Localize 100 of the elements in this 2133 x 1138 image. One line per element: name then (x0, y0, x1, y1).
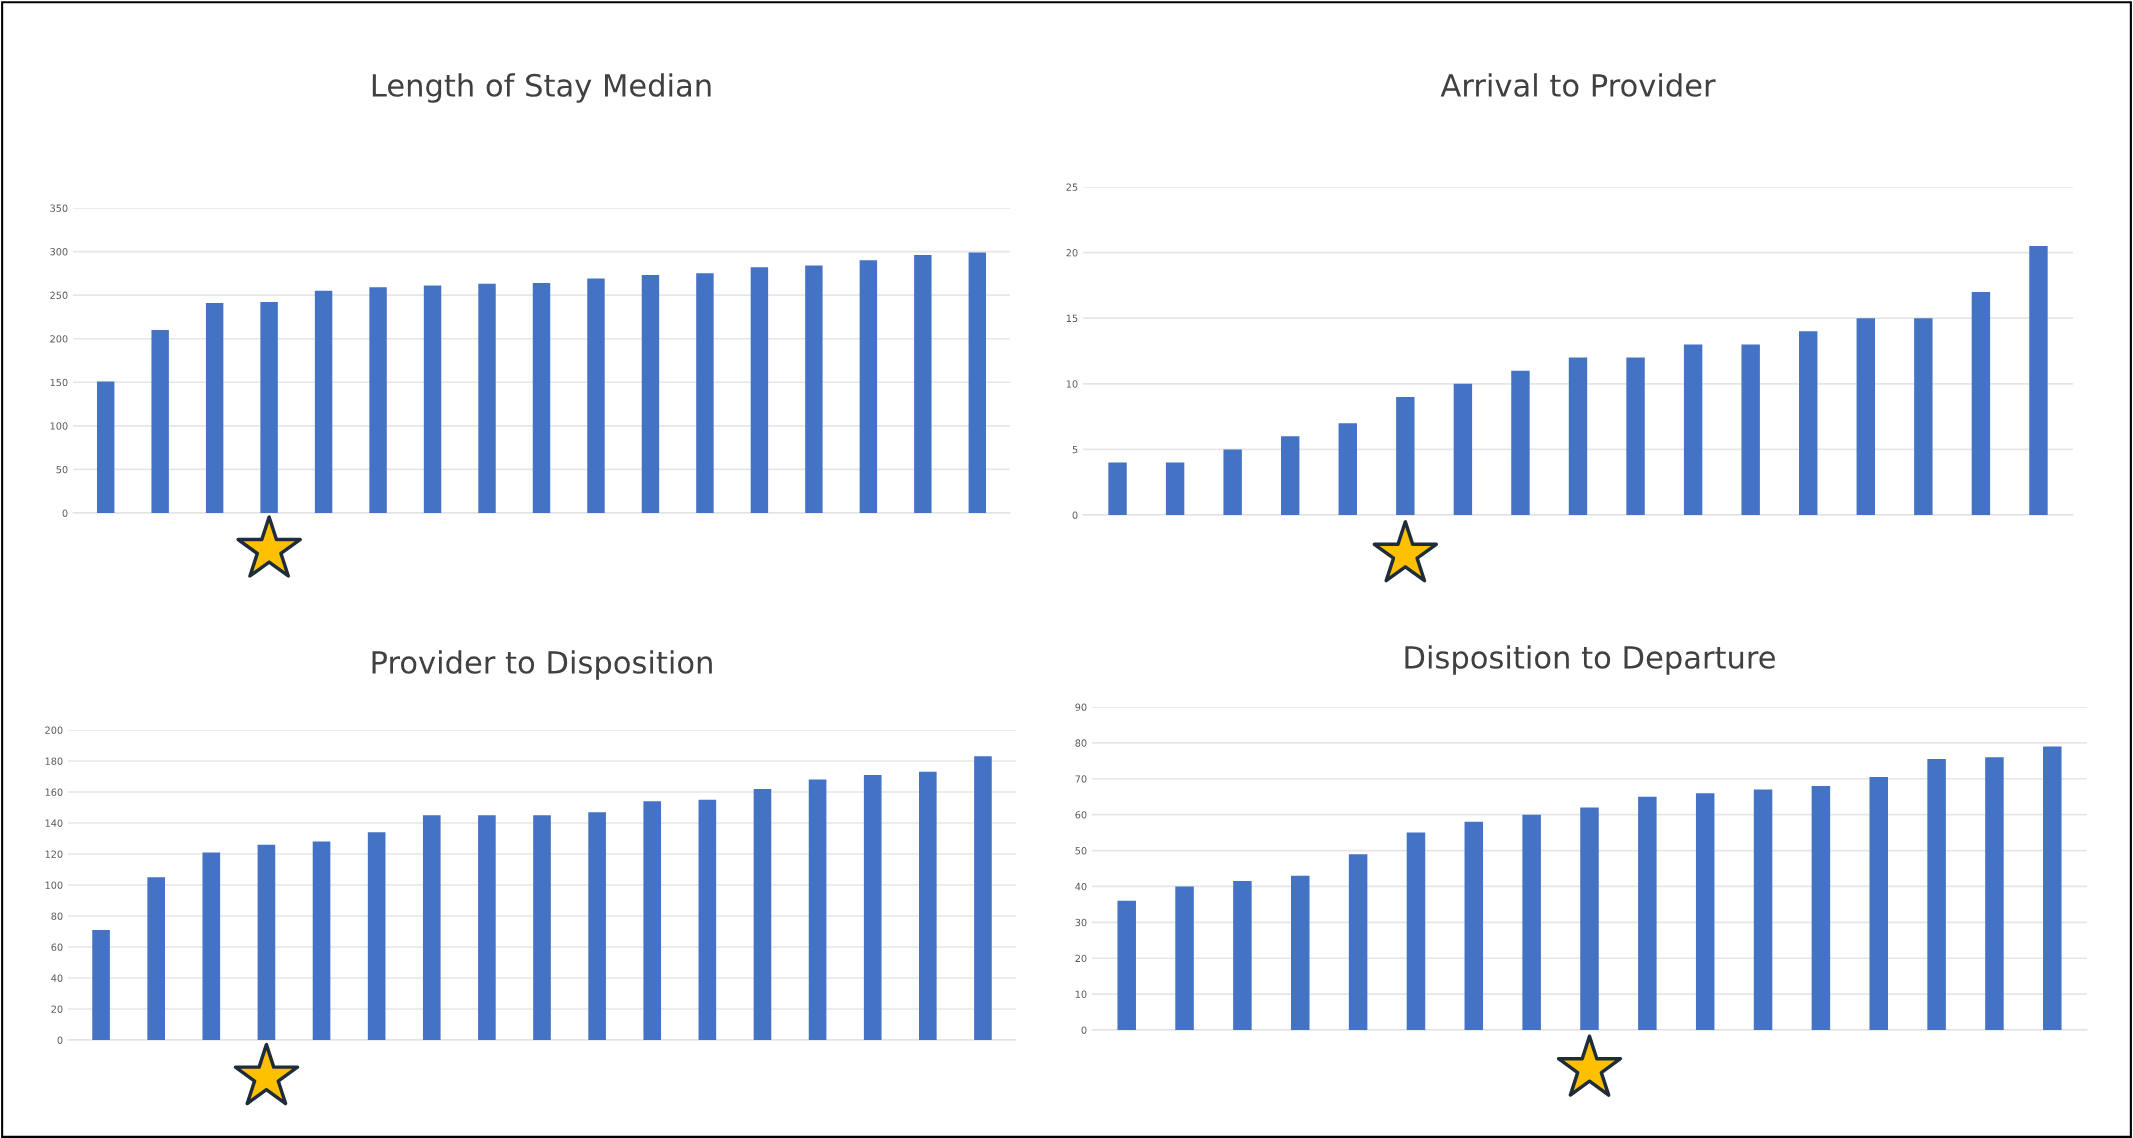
bar (753, 788, 772, 1040)
bar (478, 815, 496, 1040)
bar (96, 381, 115, 513)
bar (1223, 449, 1242, 515)
bar (478, 283, 496, 513)
bar (1233, 881, 1252, 1030)
y-tick-label: 50 (56, 465, 68, 474)
y-tick-label: 20 (51, 1005, 63, 1013)
bar (1338, 423, 1357, 515)
bar (1971, 291, 1991, 515)
bar (587, 278, 605, 513)
y-tick-label: 0 (1081, 1026, 1087, 1034)
bar (643, 801, 662, 1040)
y-tick-label: 40 (1075, 882, 1087, 891)
y-tick-label: 150 (50, 378, 68, 387)
bar (974, 756, 992, 1040)
chart-title: Disposition to Departure (1405, 645, 1775, 675)
bar (919, 771, 937, 1040)
chart-title: Arrival to Provider (1440, 73, 1716, 97)
bar (1291, 875, 1310, 1030)
bar (1464, 821, 1484, 1030)
bar (1580, 807, 1599, 1030)
bar (1927, 759, 1946, 1030)
bar (698, 799, 717, 1040)
y-tick-label: 20 (1075, 954, 1087, 963)
bar (314, 290, 333, 513)
bar (260, 302, 278, 513)
y-tick-label: 120 (45, 850, 63, 858)
bar (859, 260, 878, 513)
bar (533, 815, 551, 1040)
bar (1453, 383, 1473, 515)
bar (2029, 246, 2048, 515)
bar (863, 774, 882, 1040)
bar (808, 779, 827, 1040)
y-tick-label: 25 (1066, 183, 1078, 191)
bar (1108, 462, 1127, 515)
bar (696, 273, 714, 513)
y-tick-label: 100 (50, 422, 68, 430)
bar (1811, 785, 1831, 1030)
bar (1856, 318, 1875, 515)
chart-title: Length of Stay Median (372, 73, 711, 103)
bar (205, 302, 224, 513)
y-tick-label: 0 (62, 509, 68, 517)
bar (367, 832, 386, 1040)
bar (1683, 344, 1703, 515)
y-tick-label: 90 (1075, 703, 1087, 711)
y-tick-label: 5 (1072, 446, 1078, 454)
y-tick-label: 40 (51, 974, 63, 982)
bar (1626, 357, 1645, 515)
bar (1117, 900, 1136, 1030)
bar (914, 255, 932, 513)
bar (202, 852, 221, 1040)
y-tick-label: 80 (1075, 739, 1087, 747)
bar (1281, 436, 1300, 515)
y-tick-label: 200 (45, 726, 63, 734)
chart-title: Provider to Disposition (372, 650, 712, 680)
bar (1638, 796, 1657, 1030)
y-tick-label: 10 (1066, 380, 1078, 388)
bar (422, 815, 441, 1040)
bar (147, 877, 165, 1040)
bar (369, 287, 387, 513)
bar (532, 282, 551, 513)
bar (1869, 776, 1888, 1030)
y-tick-label: 0 (57, 1036, 63, 1044)
bar (805, 265, 823, 513)
bar (1511, 370, 1530, 515)
bar (641, 275, 660, 513)
y-tick-label: 0 (1072, 511, 1078, 519)
bar (1753, 789, 1773, 1030)
bar (1396, 396, 1415, 515)
y-tick-label: 80 (51, 912, 63, 920)
y-tick-label: 30 (1075, 918, 1087, 927)
y-tick-label: 350 (50, 204, 68, 212)
y-tick-label: 300 (50, 248, 68, 256)
bar (1406, 832, 1426, 1030)
bar (1522, 814, 1541, 1030)
y-tick-label: 10 (1075, 990, 1087, 998)
bar (1568, 357, 1588, 515)
bar (1914, 318, 1933, 515)
bar (588, 812, 606, 1040)
bar (1165, 462, 1185, 515)
bar (423, 285, 442, 513)
bar (257, 844, 276, 1040)
y-tick-label: 180 (45, 757, 63, 765)
bar (151, 330, 169, 513)
bar (968, 252, 987, 513)
y-tick-label: 100 (45, 881, 63, 889)
y-tick-label: 20 (1066, 249, 1078, 257)
bar (1985, 757, 2004, 1030)
bar (1175, 886, 1194, 1030)
y-tick-label: 70 (1075, 775, 1087, 783)
y-tick-label: 200 (50, 335, 68, 343)
bar (2043, 746, 2062, 1030)
bar (1741, 344, 1760, 515)
y-tick-label: 60 (1075, 811, 1087, 819)
y-tick-label: 50 (1075, 847, 1087, 855)
bar (1695, 793, 1715, 1030)
y-tick-label: 140 (45, 819, 63, 827)
bar (312, 841, 331, 1040)
y-tick-label: 60 (51, 943, 63, 951)
